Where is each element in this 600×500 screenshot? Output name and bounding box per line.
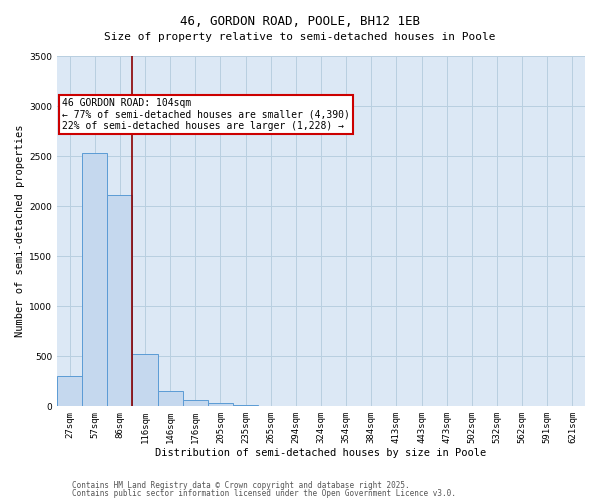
Text: 46, GORDON ROAD, POOLE, BH12 1EB: 46, GORDON ROAD, POOLE, BH12 1EB [180,15,420,28]
Text: 46 GORDON ROAD: 104sqm
← 77% of semi-detached houses are smaller (4,390)
22% of : 46 GORDON ROAD: 104sqm ← 77% of semi-det… [62,98,350,131]
Bar [233,404,258,406]
Text: Size of property relative to semi-detached houses in Poole: Size of property relative to semi-detach… [104,32,496,42]
Bar [208,403,233,406]
Bar [82,153,107,406]
Y-axis label: Number of semi-detached properties: Number of semi-detached properties [15,125,25,338]
X-axis label: Distribution of semi-detached houses by size in Poole: Distribution of semi-detached houses by … [155,448,487,458]
Bar [183,400,208,406]
Text: Contains public sector information licensed under the Open Government Licence v3: Contains public sector information licen… [72,489,456,498]
Text: Contains HM Land Registry data © Crown copyright and database right 2025.: Contains HM Land Registry data © Crown c… [72,480,410,490]
Bar [158,390,183,406]
Bar [107,195,133,406]
Bar [133,354,158,406]
Bar [57,376,82,406]
